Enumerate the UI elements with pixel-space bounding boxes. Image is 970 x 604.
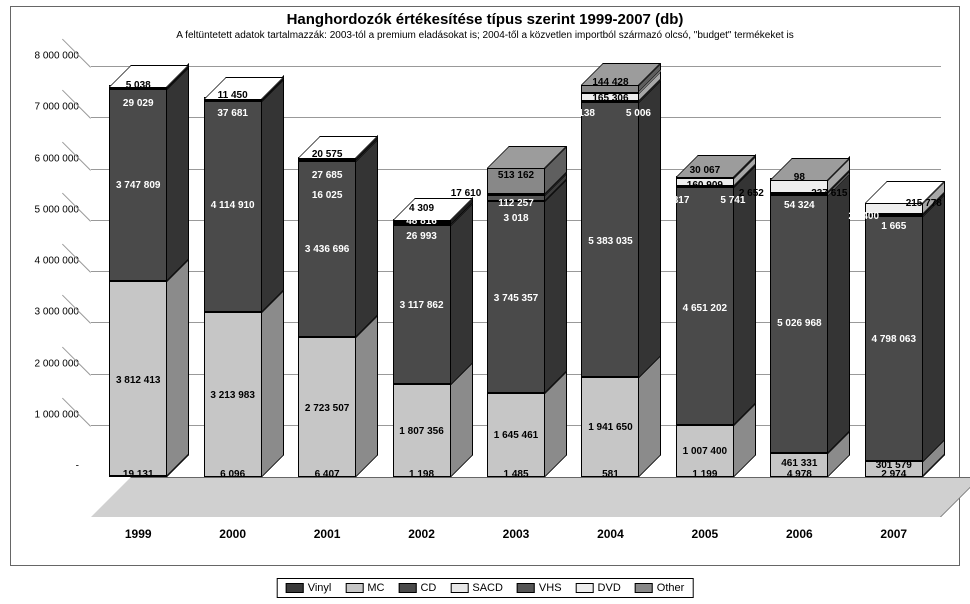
bar-segment bbox=[204, 312, 262, 477]
y-axis: - 1 000 000 2 000 000 3 000 000 4 000 000 5 0… bbox=[11, 67, 83, 517]
y-tick-label: 4 000 000 bbox=[35, 256, 80, 267]
legend-label: MC bbox=[367, 582, 384, 594]
y-tick-label: 3 000 000 bbox=[35, 307, 80, 318]
legend-swatch bbox=[398, 583, 416, 593]
x-tick-label: 2001 bbox=[297, 527, 357, 541]
legend-swatch bbox=[345, 583, 363, 593]
x-axis-labels: 1999 2000 2001 2002 2003 2004 2005 2006 2007 bbox=[91, 527, 941, 547]
legend-swatch bbox=[450, 583, 468, 593]
bar-segment-side bbox=[356, 315, 378, 477]
bar-segment bbox=[393, 225, 451, 385]
bar-segment bbox=[298, 337, 356, 477]
legend-item: Other bbox=[635, 582, 685, 594]
bar-segment bbox=[298, 161, 356, 337]
bar-segment bbox=[770, 195, 828, 453]
bar-segment bbox=[581, 377, 639, 477]
bar-segment-side bbox=[262, 290, 284, 477]
bar-segment bbox=[676, 187, 734, 425]
legend-swatch bbox=[635, 583, 653, 593]
legend-label: Other bbox=[657, 582, 685, 594]
y-tick-label: 7 000 000 bbox=[35, 102, 80, 113]
bar-segment bbox=[204, 99, 262, 101]
bars-container: 19 1313 812 4133 747 80929 0295 0386 096… bbox=[91, 67, 941, 477]
legend-label: DVD bbox=[598, 582, 621, 594]
bar-segment-side bbox=[545, 179, 567, 393]
x-tick-label: 2000 bbox=[203, 527, 263, 541]
bar-segment bbox=[487, 393, 545, 477]
y-tick-label: 2 000 000 bbox=[35, 358, 80, 369]
chart-subtitle: A feltüntetett adatok tartalmazzák: 2003… bbox=[11, 30, 959, 41]
bar-segment bbox=[865, 216, 923, 462]
x-tick-label: 2004 bbox=[580, 527, 640, 541]
legend-item: SACD bbox=[450, 582, 503, 594]
x-tick-label: 2003 bbox=[486, 527, 546, 541]
bar-segment-side bbox=[451, 203, 473, 385]
x-tick-label: 1999 bbox=[108, 527, 168, 541]
x-tick-label: 2007 bbox=[864, 527, 924, 541]
bar-segment bbox=[581, 102, 639, 378]
bar-segment bbox=[109, 89, 167, 281]
chart-legend: Vinyl MC CD SACD VHS DVD Other bbox=[277, 578, 694, 598]
bar-segment-side bbox=[639, 80, 661, 378]
bar-segment bbox=[487, 168, 545, 194]
chart-title: Hanghordozók értékesítése típus szerint … bbox=[11, 11, 959, 28]
legend-item: Vinyl bbox=[286, 582, 332, 594]
legend-item: CD bbox=[398, 582, 436, 594]
bar-segment-side bbox=[262, 79, 284, 312]
bar-segment bbox=[581, 93, 639, 101]
bar-segment bbox=[487, 195, 545, 201]
bar-segment bbox=[581, 85, 639, 92]
bar-segment bbox=[676, 425, 734, 477]
legend-item: VHS bbox=[517, 582, 562, 594]
bar-segment bbox=[770, 180, 828, 192]
bar-segment-side bbox=[734, 165, 756, 425]
legend-label: CD bbox=[420, 582, 436, 594]
legend-swatch bbox=[286, 583, 304, 593]
legend-label: SACD bbox=[472, 582, 503, 594]
bar-segment bbox=[770, 193, 828, 196]
plot-area: 19 1313 812 4133 747 80929 0295 0386 096… bbox=[91, 67, 941, 517]
bar-segment bbox=[487, 201, 545, 393]
y-tick-label: 8 000 000 bbox=[35, 51, 80, 62]
x-tick-label: 2002 bbox=[392, 527, 452, 541]
bar-segment bbox=[393, 221, 451, 224]
y-tick-label: 5 000 000 bbox=[35, 204, 80, 215]
y-tick-label: 1 000 000 bbox=[35, 409, 80, 420]
legend-label: Vinyl bbox=[308, 582, 332, 594]
bar-segment-side bbox=[356, 139, 378, 337]
bar-segment-side bbox=[167, 67, 189, 281]
bar-segment bbox=[676, 178, 734, 186]
legend-swatch bbox=[576, 583, 594, 593]
x-tick-label: 2006 bbox=[769, 527, 829, 541]
legend-swatch bbox=[517, 583, 535, 593]
legend-item: DVD bbox=[576, 582, 621, 594]
legend-label: VHS bbox=[539, 582, 562, 594]
legend-item: MC bbox=[345, 582, 384, 594]
chart-frame: Hanghordozók értékesítése típus szerint … bbox=[10, 6, 960, 566]
bar-segment bbox=[109, 281, 167, 476]
bar-segment bbox=[770, 453, 828, 477]
bar-segment-side bbox=[167, 259, 189, 476]
bar-segment-side bbox=[828, 173, 850, 453]
y-tick-label: - bbox=[76, 461, 79, 472]
bar-segment bbox=[204, 101, 262, 312]
bar-segment-side bbox=[923, 194, 945, 462]
bar-segment bbox=[865, 461, 923, 476]
x-tick-label: 2005 bbox=[675, 527, 735, 541]
y-tick-label: 6 000 000 bbox=[35, 153, 80, 164]
bar-segment bbox=[865, 203, 923, 214]
bar-segment bbox=[393, 384, 451, 477]
